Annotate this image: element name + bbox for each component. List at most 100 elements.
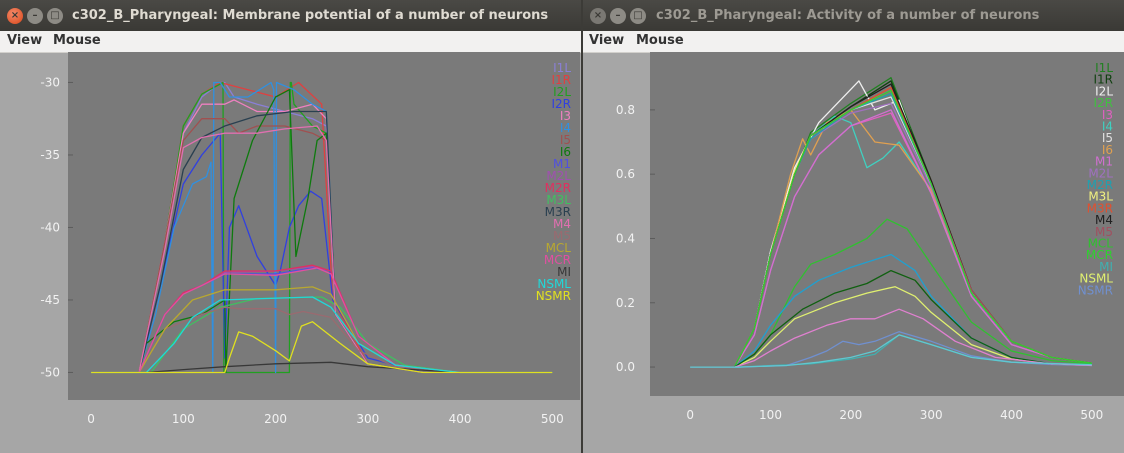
series-line	[91, 306, 553, 374]
legend-entry: MCL	[1088, 237, 1114, 251]
x-tick-label: 500	[541, 412, 564, 426]
legend-entry: M4	[553, 217, 571, 231]
legend-entry: M2R	[1087, 178, 1113, 192]
x-tick-label: 200	[264, 412, 287, 426]
y-tick-label: -45	[40, 293, 60, 307]
menu-mouse[interactable]: Mouse	[53, 33, 101, 48]
x-tick-label: 400	[449, 412, 472, 426]
y-tick-label: -30	[40, 75, 60, 89]
menu-view[interactable]: View	[7, 33, 43, 48]
series-line	[690, 80, 1092, 368]
series-line	[690, 109, 1092, 368]
y-tick-label: -35	[40, 148, 60, 162]
membrane-potential-window: × – □ c302_B_Pharyngeal: Membrane potent…	[0, 0, 581, 453]
series-line	[690, 83, 1092, 368]
series-line	[690, 93, 1092, 368]
legend-entry: I1L	[1095, 61, 1113, 75]
series-line	[690, 253, 1092, 368]
x-tick-label: 500	[1080, 408, 1103, 422]
y-tick-label: -50	[40, 365, 60, 379]
y-tick-label: 0.4	[616, 231, 635, 245]
activity-window: × – □ c302_B_Pharyngeal: Activity of a n…	[583, 0, 1124, 453]
series-line	[91, 361, 553, 374]
legend-entry: M3R	[545, 205, 571, 219]
legend-entry: I3	[1102, 108, 1113, 122]
series-line	[690, 80, 1092, 368]
legend-entry: I1L	[553, 61, 571, 75]
series-line	[690, 218, 1092, 368]
series-line	[690, 112, 1092, 368]
series-line	[91, 264, 553, 374]
title-bar[interactable]: × – □ c302_B_Pharyngeal: Membrane potent…	[0, 0, 581, 31]
series-line	[690, 115, 1092, 368]
series-lines	[91, 81, 553, 374]
series-line	[690, 308, 1092, 368]
legend-entry: I6	[560, 145, 571, 159]
legend-entry: I2L	[1095, 84, 1113, 98]
x-tick-label: 100	[172, 412, 195, 426]
x-tick-label: 200	[839, 408, 862, 422]
legend-entry: I6	[1102, 143, 1113, 157]
x-tick-label: 300	[356, 412, 379, 426]
menu-bar: View Mouse	[583, 31, 1124, 53]
series-line	[91, 99, 553, 374]
y-tick-label: 0.2	[616, 296, 635, 310]
series-line	[690, 77, 1092, 368]
series-line	[690, 286, 1092, 368]
series-line	[690, 89, 1092, 368]
window-title: c302_B_Pharyngeal: Membrane potential of…	[72, 8, 549, 23]
series-line	[91, 296, 553, 374]
maximize-icon[interactable]: □	[47, 8, 63, 24]
y-tick-label: 0.0	[616, 360, 635, 374]
legend-entry: M2R	[545, 181, 571, 195]
y-tick-label: 0.8	[616, 103, 635, 117]
legend-entry: I5	[1102, 131, 1113, 145]
series-line	[91, 125, 553, 374]
legend-entry: I5	[560, 133, 571, 147]
series-line	[690, 89, 1092, 368]
series-line	[690, 86, 1092, 368]
legend-entry: M2L	[1088, 166, 1113, 180]
legend-entry: I2L	[553, 85, 571, 99]
legend-entry: M5	[553, 229, 571, 243]
series-line	[91, 118, 553, 374]
legend-entry: I4	[560, 121, 571, 135]
menu-view[interactable]: View	[589, 33, 625, 48]
series-line	[690, 102, 1092, 368]
legend-entry: I3	[560, 109, 571, 123]
series-line	[690, 96, 1092, 368]
title-bar[interactable]: × – □ c302_B_Pharyngeal: Activity of a n…	[583, 0, 1124, 31]
menu-mouse[interactable]: Mouse	[636, 33, 684, 48]
legend-entry: M2L	[546, 169, 571, 183]
legend-entry: MCL	[546, 241, 572, 255]
series-line	[91, 321, 553, 374]
close-icon[interactable]: ×	[7, 8, 23, 24]
y-tick-label: 0.6	[616, 167, 635, 181]
series-line	[690, 109, 1092, 368]
legend-entry: MI	[1099, 260, 1113, 274]
activity-chart[interactable]: 0 100 200 300 400 500 0.0 0.2 0.4 0.6 0.8 I1LI1RI2L…	[583, 0, 1124, 453]
x-tick-label: 0	[686, 408, 694, 422]
legend-entry: M3L	[546, 193, 571, 207]
legend-entry: NSML	[537, 277, 571, 291]
x-tick-label: 0	[87, 412, 95, 426]
membrane-potential-chart[interactable]: 0 100 200 300 400 500 -50 -45 -40 -35 -30 I1LI1RI2L…	[0, 0, 581, 453]
legend-entry: NSMR	[536, 289, 571, 303]
series-line	[690, 334, 1092, 368]
window-title: c302_B_Pharyngeal: Activity of a number …	[656, 8, 1040, 23]
legend-entry: MCR	[1086, 248, 1113, 262]
series-line	[690, 93, 1092, 368]
legend-entry: MI	[557, 265, 571, 279]
series-line	[91, 296, 553, 374]
legend-entry: I1R	[551, 73, 571, 87]
legend-entry: MCR	[544, 253, 571, 267]
plot-area[interactable]	[650, 52, 1124, 396]
maximize-icon[interactable]: □	[630, 8, 646, 24]
series-line	[690, 89, 1092, 368]
minimize-icon[interactable]: –	[610, 8, 626, 24]
x-tick-label: 400	[1000, 408, 1023, 422]
legend-entry: I2R	[1093, 96, 1113, 110]
close-icon[interactable]: ×	[590, 8, 606, 24]
legend-entry: M5	[1095, 225, 1113, 239]
minimize-icon[interactable]: –	[27, 8, 43, 24]
